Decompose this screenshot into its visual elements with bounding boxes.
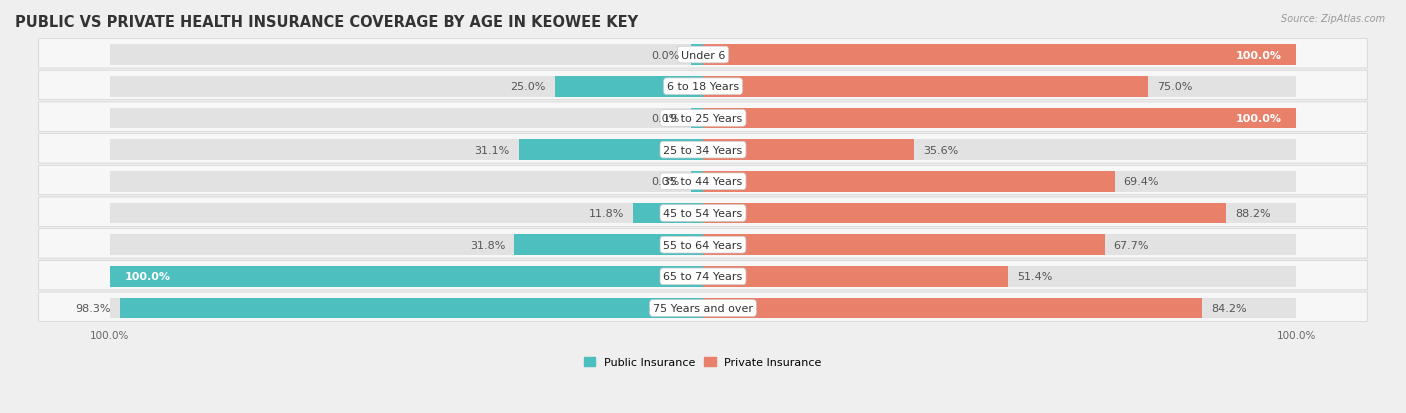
Text: Source: ZipAtlas.com: Source: ZipAtlas.com — [1281, 14, 1385, 24]
Text: 19 to 25 Years: 19 to 25 Years — [664, 114, 742, 123]
Bar — [703, 140, 914, 161]
Text: 51.4%: 51.4% — [1017, 272, 1052, 282]
Bar — [703, 171, 1115, 192]
Text: 25 to 34 Years: 25 to 34 Years — [664, 145, 742, 155]
Bar — [703, 140, 1296, 161]
FancyBboxPatch shape — [39, 40, 1367, 69]
Bar — [703, 77, 1147, 97]
Text: 55 to 64 Years: 55 to 64 Years — [664, 240, 742, 250]
Text: 45 to 54 Years: 45 to 54 Years — [664, 209, 742, 218]
Bar — [703, 203, 1296, 224]
Text: 65 to 74 Years: 65 to 74 Years — [664, 272, 742, 282]
Text: 88.2%: 88.2% — [1234, 209, 1271, 218]
Text: Under 6: Under 6 — [681, 50, 725, 60]
Text: 11.8%: 11.8% — [589, 209, 624, 218]
Bar — [703, 298, 1202, 318]
Bar — [703, 266, 1008, 287]
Bar — [633, 203, 703, 224]
Text: 100.0%: 100.0% — [125, 272, 170, 282]
Bar — [692, 108, 703, 129]
Bar — [110, 140, 703, 161]
Text: 25.0%: 25.0% — [510, 82, 546, 92]
FancyBboxPatch shape — [39, 71, 1367, 100]
Text: 0.0%: 0.0% — [651, 50, 679, 60]
Bar — [703, 235, 1296, 255]
Text: 0.0%: 0.0% — [651, 114, 679, 123]
Text: 98.3%: 98.3% — [76, 303, 111, 313]
Text: 75 Years and over: 75 Years and over — [652, 303, 754, 313]
Text: PUBLIC VS PRIVATE HEALTH INSURANCE COVERAGE BY AGE IN KEOWEE KEY: PUBLIC VS PRIVATE HEALTH INSURANCE COVER… — [15, 15, 638, 30]
FancyBboxPatch shape — [39, 166, 1367, 195]
Bar — [555, 77, 703, 97]
Bar — [110, 266, 703, 287]
Bar — [703, 77, 1296, 97]
Bar — [515, 235, 703, 255]
Bar — [110, 171, 703, 192]
FancyBboxPatch shape — [39, 103, 1367, 132]
Text: 31.8%: 31.8% — [470, 240, 506, 250]
Legend: Public Insurance, Private Insurance: Public Insurance, Private Insurance — [579, 353, 827, 372]
Bar — [110, 266, 703, 287]
Text: 35.6%: 35.6% — [924, 145, 959, 155]
Bar — [110, 203, 703, 224]
Bar — [703, 203, 1226, 224]
Bar — [110, 298, 703, 318]
FancyBboxPatch shape — [39, 197, 1367, 227]
Bar — [703, 298, 1296, 318]
Text: 35 to 44 Years: 35 to 44 Years — [664, 177, 742, 187]
Bar — [703, 235, 1105, 255]
FancyBboxPatch shape — [39, 261, 1367, 290]
Bar — [120, 298, 703, 318]
Bar — [110, 235, 703, 255]
Bar — [703, 45, 1296, 66]
Bar — [703, 266, 1296, 287]
Text: 100.0%: 100.0% — [1236, 50, 1281, 60]
FancyBboxPatch shape — [39, 229, 1367, 259]
Bar — [703, 108, 1296, 129]
Bar — [110, 45, 703, 66]
Text: 67.7%: 67.7% — [1114, 240, 1149, 250]
Text: 0.0%: 0.0% — [651, 177, 679, 187]
Text: 6 to 18 Years: 6 to 18 Years — [666, 82, 740, 92]
Bar — [703, 171, 1296, 192]
Text: 69.4%: 69.4% — [1123, 177, 1159, 187]
Bar — [703, 108, 1296, 129]
Bar — [692, 45, 703, 66]
Bar — [110, 77, 703, 97]
Bar — [110, 108, 703, 129]
Text: 100.0%: 100.0% — [1236, 114, 1281, 123]
Bar — [519, 140, 703, 161]
Bar — [692, 171, 703, 192]
FancyBboxPatch shape — [39, 134, 1367, 164]
Text: 31.1%: 31.1% — [474, 145, 509, 155]
Bar — [703, 45, 1296, 66]
Text: 84.2%: 84.2% — [1212, 303, 1247, 313]
Text: 75.0%: 75.0% — [1157, 82, 1192, 92]
FancyBboxPatch shape — [39, 292, 1367, 322]
